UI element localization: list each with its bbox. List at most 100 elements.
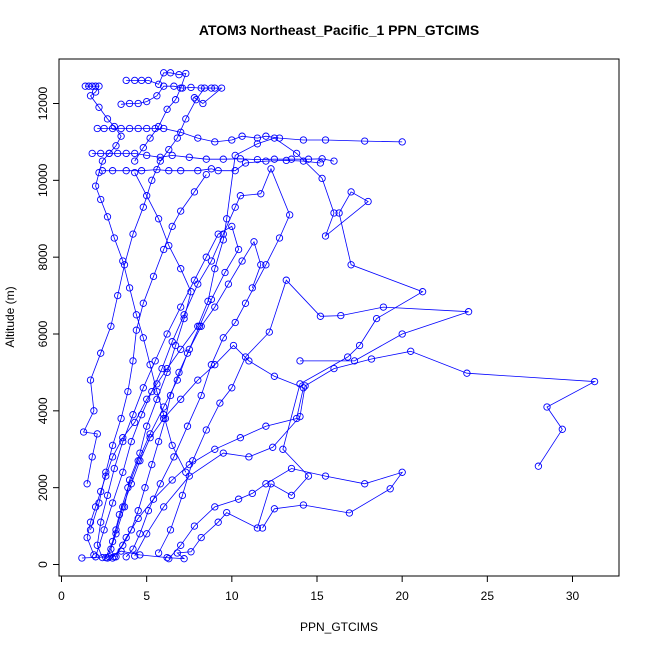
data-point bbox=[173, 134, 181, 142]
data-point bbox=[160, 124, 168, 133]
data-point bbox=[253, 134, 262, 142]
data-point bbox=[299, 136, 308, 144]
data-point bbox=[161, 414, 170, 423]
data-point bbox=[330, 209, 338, 217]
data-point bbox=[287, 491, 296, 500]
data-point bbox=[231, 167, 239, 175]
data-point bbox=[83, 480, 91, 488]
data-point bbox=[197, 322, 205, 330]
data-point bbox=[175, 71, 183, 79]
data-point bbox=[119, 257, 127, 265]
data-point bbox=[141, 484, 149, 492]
data-point bbox=[117, 100, 125, 108]
data-point bbox=[234, 495, 243, 503]
data-point bbox=[154, 549, 163, 557]
data-point bbox=[129, 230, 137, 238]
data-point bbox=[543, 403, 551, 411]
x-tick-label: 5 bbox=[143, 589, 150, 603]
data-point bbox=[127, 526, 135, 534]
data-point bbox=[228, 136, 236, 144]
series-line bbox=[85, 85, 187, 473]
data-point bbox=[194, 167, 202, 175]
data-point bbox=[125, 476, 134, 484]
data-point bbox=[165, 167, 173, 175]
data-point bbox=[177, 303, 185, 311]
data-point bbox=[134, 507, 142, 515]
data-point bbox=[148, 387, 156, 396]
data-point bbox=[163, 368, 171, 377]
y-axis-label: Altitude (m) bbox=[3, 286, 17, 347]
data-point bbox=[292, 149, 301, 158]
data-point bbox=[286, 211, 294, 219]
data-point bbox=[110, 234, 118, 242]
data-point bbox=[98, 157, 107, 165]
data-point bbox=[197, 533, 205, 542]
data-point bbox=[175, 368, 183, 377]
data-point bbox=[304, 472, 313, 480]
series-17 bbox=[108, 238, 265, 562]
data-point bbox=[151, 357, 159, 365]
data-point bbox=[98, 553, 107, 562]
data-point bbox=[78, 554, 86, 562]
data-point bbox=[590, 377, 599, 386]
series-2 bbox=[91, 165, 294, 561]
data-point bbox=[197, 84, 205, 92]
data-point bbox=[177, 345, 185, 354]
data-point bbox=[253, 524, 262, 532]
data-point bbox=[165, 555, 173, 563]
data-point bbox=[158, 364, 166, 373]
data-point bbox=[238, 257, 246, 265]
series-1 bbox=[78, 134, 427, 563]
data-point bbox=[95, 82, 103, 90]
data-point bbox=[177, 541, 185, 549]
data-point bbox=[177, 84, 185, 92]
series-line bbox=[97, 128, 403, 143]
data-point bbox=[248, 489, 256, 498]
y-tick-label: 0 bbox=[36, 561, 50, 568]
data-point bbox=[143, 124, 151, 133]
data-point bbox=[177, 167, 185, 175]
data-point bbox=[149, 495, 158, 503]
data-point bbox=[187, 288, 195, 296]
data-point bbox=[91, 82, 100, 90]
data-point bbox=[211, 503, 219, 511]
data-point bbox=[119, 541, 127, 549]
x-tick-label: 0 bbox=[58, 589, 65, 603]
data-point bbox=[134, 514, 142, 523]
data-point bbox=[108, 537, 117, 546]
data-point bbox=[107, 545, 115, 553]
data-point bbox=[347, 261, 355, 269]
data-point bbox=[81, 82, 89, 90]
data-point bbox=[153, 165, 161, 174]
data-point bbox=[154, 215, 163, 223]
data-point bbox=[211, 265, 219, 273]
data-point bbox=[279, 445, 287, 453]
data-point bbox=[177, 207, 185, 215]
data-point bbox=[299, 157, 308, 165]
data-point bbox=[301, 382, 309, 390]
data-point bbox=[316, 159, 325, 167]
data-point bbox=[168, 476, 176, 484]
data-point bbox=[114, 149, 122, 158]
data-point bbox=[148, 176, 156, 184]
data-point bbox=[95, 499, 103, 507]
data-point bbox=[103, 213, 112, 221]
data-point bbox=[122, 149, 130, 158]
data-point bbox=[154, 437, 163, 446]
data-point bbox=[160, 245, 168, 254]
data-point bbox=[228, 384, 236, 392]
data-point bbox=[143, 422, 151, 430]
data-point bbox=[129, 545, 137, 553]
data-point bbox=[119, 437, 127, 446]
data-point bbox=[117, 132, 125, 140]
data-point bbox=[229, 341, 238, 350]
data-point bbox=[143, 97, 151, 106]
data-point bbox=[337, 311, 345, 320]
data-point bbox=[148, 460, 156, 469]
data-point bbox=[194, 134, 202, 142]
data-point bbox=[219, 449, 227, 457]
data-point bbox=[231, 203, 239, 211]
data-point bbox=[146, 361, 154, 369]
data-point bbox=[79, 428, 88, 436]
x-axis-label: PPN_GTCIMS bbox=[300, 620, 378, 634]
